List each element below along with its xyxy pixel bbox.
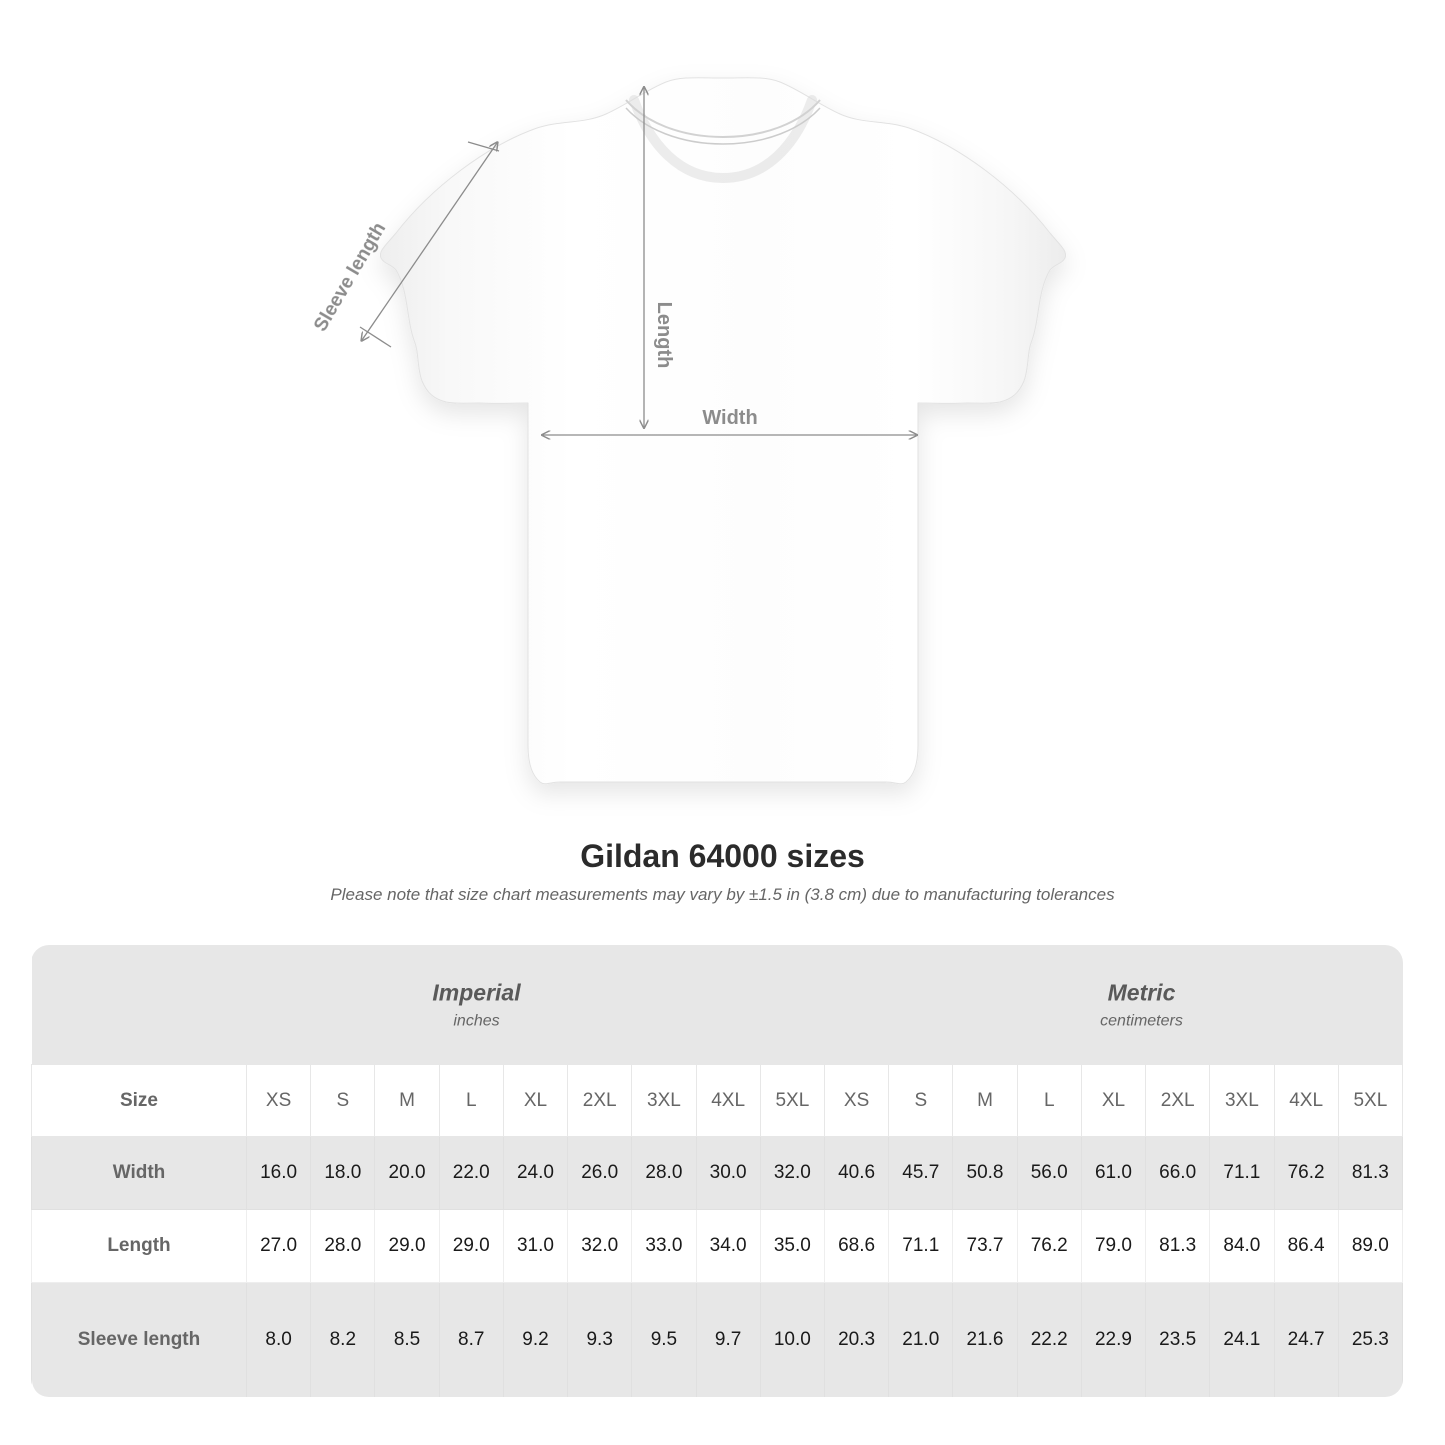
svg-text:Width: Width bbox=[702, 407, 757, 429]
svg-text:Sleeve length: Sleeve length bbox=[310, 219, 390, 335]
svg-text:Length: Length bbox=[653, 302, 675, 369]
